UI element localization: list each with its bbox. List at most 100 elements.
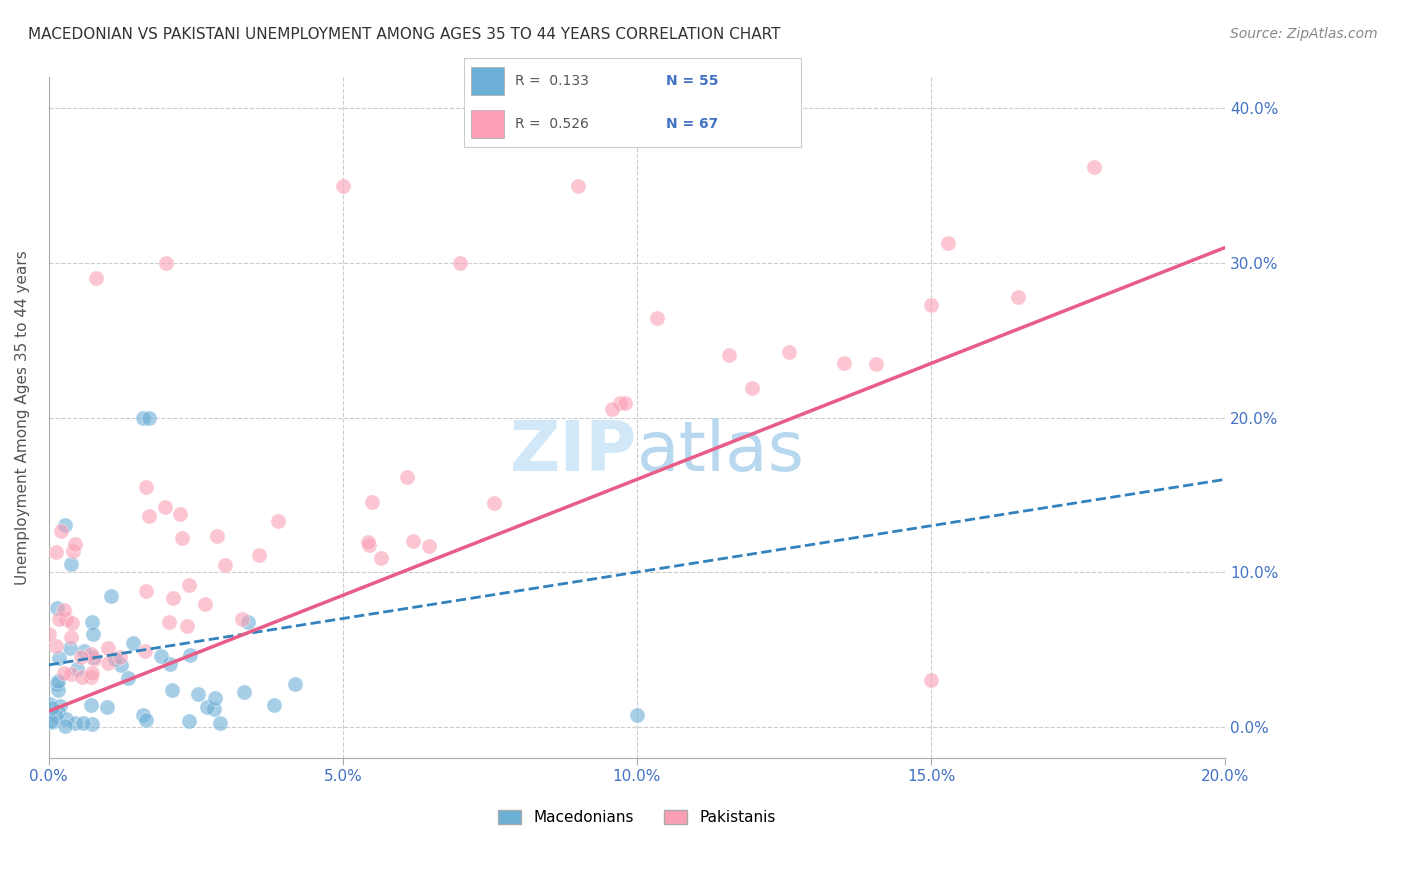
FancyBboxPatch shape	[471, 67, 505, 95]
Pakistanis	[370, 551, 392, 566]
Pakistanis	[356, 534, 378, 549]
Macedonians	[132, 707, 155, 722]
Pakistanis	[155, 256, 177, 270]
Pakistanis	[55, 612, 77, 626]
Pakistanis	[609, 396, 631, 410]
Y-axis label: Unemployment Among Ages 35 to 44 years: Unemployment Among Ages 35 to 44 years	[15, 250, 30, 585]
Pakistanis	[49, 524, 72, 538]
Macedonians	[49, 699, 72, 714]
Macedonians	[179, 648, 201, 662]
Text: Source: ZipAtlas.com: Source: ZipAtlas.com	[1230, 27, 1378, 41]
Macedonians	[117, 671, 139, 685]
Pakistanis	[418, 539, 440, 553]
Macedonians	[45, 677, 67, 691]
Macedonians	[59, 640, 82, 655]
Pakistanis	[177, 578, 200, 592]
Macedonians	[187, 688, 209, 702]
Macedonians	[121, 636, 143, 650]
Pakistanis	[38, 626, 60, 640]
Pakistanis	[169, 508, 191, 522]
Pakistanis	[396, 470, 419, 484]
Macedonians	[80, 698, 103, 713]
Pakistanis	[205, 529, 228, 543]
Macedonians	[46, 683, 69, 698]
Macedonians	[80, 615, 103, 629]
Macedonians	[96, 700, 118, 714]
Macedonians	[46, 704, 69, 718]
Pakistanis	[332, 178, 354, 193]
Macedonians	[160, 683, 183, 698]
Macedonians	[65, 715, 87, 730]
Macedonians	[41, 715, 63, 730]
Pakistanis	[717, 348, 740, 362]
Pakistanis	[170, 531, 193, 545]
Macedonians	[45, 601, 67, 615]
Text: R =  0.133: R = 0.133	[515, 74, 589, 88]
Pakistanis	[60, 616, 83, 631]
Text: N = 55: N = 55	[666, 74, 718, 88]
Macedonians	[135, 713, 157, 727]
Pakistanis	[231, 612, 253, 626]
Pakistanis	[97, 657, 120, 671]
Macedonians	[263, 698, 285, 712]
Pakistanis	[402, 534, 425, 549]
Pakistanis	[778, 345, 800, 359]
Pakistanis	[567, 178, 589, 193]
Pakistanis	[52, 665, 75, 680]
Pakistanis	[83, 652, 105, 666]
Pakistanis	[920, 673, 942, 688]
Macedonians	[177, 714, 200, 729]
Pakistanis	[832, 356, 855, 370]
Pakistanis	[108, 649, 131, 664]
Pakistanis	[153, 500, 176, 515]
Macedonians	[159, 657, 181, 671]
Macedonians	[195, 699, 218, 714]
Macedonians	[204, 690, 226, 705]
Pakistanis	[865, 357, 887, 371]
Macedonians	[284, 677, 307, 691]
Macedonians	[46, 674, 69, 689]
Pakistanis	[80, 647, 103, 661]
Pakistanis	[84, 271, 107, 285]
Pakistanis	[45, 640, 67, 654]
Pakistanis	[645, 311, 668, 326]
Pakistanis	[1083, 160, 1105, 174]
Macedonians	[80, 716, 103, 731]
Macedonians	[38, 697, 60, 711]
Macedonians	[100, 589, 122, 603]
Macedonians	[53, 719, 76, 733]
Macedonians	[48, 651, 70, 665]
Macedonians	[53, 518, 76, 533]
Macedonians	[82, 650, 104, 665]
Pakistanis	[62, 544, 84, 558]
Pakistanis	[65, 537, 87, 551]
Pakistanis	[59, 667, 82, 681]
Pakistanis	[97, 641, 120, 656]
Pakistanis	[176, 618, 198, 632]
Macedonians	[233, 684, 256, 698]
Macedonians	[73, 644, 96, 658]
Pakistanis	[135, 583, 157, 598]
Pakistanis	[162, 591, 184, 605]
Pakistanis	[600, 401, 623, 416]
Macedonians	[104, 652, 127, 666]
Pakistanis	[920, 298, 942, 312]
Macedonians	[110, 657, 132, 672]
Macedonians	[238, 615, 260, 629]
Text: MACEDONIAN VS PAKISTANI UNEMPLOYMENT AMONG AGES 35 TO 44 YEARS CORRELATION CHART: MACEDONIAN VS PAKISTANI UNEMPLOYMENT AMO…	[28, 27, 780, 42]
Pakistanis	[450, 256, 472, 270]
Pakistanis	[80, 666, 103, 681]
Pakistanis	[79, 670, 101, 684]
Macedonians	[138, 410, 160, 425]
Pakistanis	[157, 615, 180, 630]
Macedonians	[39, 714, 62, 728]
Pakistanis	[70, 670, 93, 684]
Pakistanis	[214, 558, 236, 572]
Pakistanis	[482, 496, 505, 510]
Text: atlas: atlas	[637, 418, 804, 485]
Macedonians	[41, 701, 63, 715]
Pakistanis	[60, 630, 83, 644]
Macedonians	[45, 709, 67, 723]
Macedonians	[149, 649, 172, 664]
Pakistanis	[247, 549, 270, 563]
